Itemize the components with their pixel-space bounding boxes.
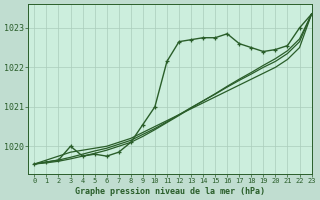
X-axis label: Graphe pression niveau de la mer (hPa): Graphe pression niveau de la mer (hPa) — [75, 187, 265, 196]
